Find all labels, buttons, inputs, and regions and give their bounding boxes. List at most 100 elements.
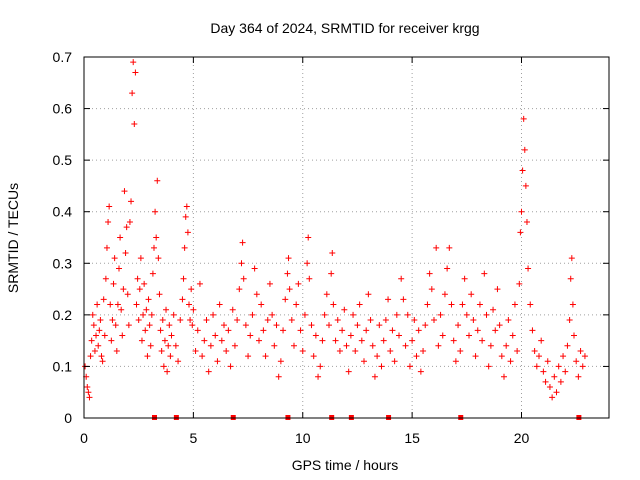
data-point [514, 347, 521, 354]
data-point [164, 368, 171, 375]
data-point [304, 260, 311, 267]
data-point [286, 286, 293, 293]
data-point [87, 353, 94, 360]
y-tick-label: 0.3 [53, 255, 73, 271]
data-point [190, 306, 197, 313]
data-point [85, 389, 92, 396]
data-point [247, 332, 254, 339]
data-point [132, 69, 139, 76]
data-point [350, 311, 357, 318]
data-point [97, 317, 104, 324]
data-point [371, 373, 378, 380]
data-point [315, 373, 322, 380]
data-point [409, 337, 416, 344]
data-point [212, 332, 219, 339]
data-point [387, 347, 394, 354]
data-point [157, 327, 164, 334]
data-point [189, 322, 196, 329]
data-point [277, 358, 284, 365]
data-point [284, 270, 291, 277]
y-tick-label: 0.6 [53, 101, 73, 117]
data-point [446, 244, 453, 251]
data-point [293, 301, 300, 308]
data-point [143, 306, 150, 313]
data-point [109, 317, 116, 324]
data-point [549, 394, 556, 401]
data-point [389, 327, 396, 334]
y-tick-label: 0.1 [53, 358, 73, 374]
data-point [135, 317, 142, 324]
data-point [352, 347, 359, 354]
data-point [253, 291, 260, 298]
data-point [365, 291, 372, 298]
data-point [567, 275, 574, 282]
data-point [239, 239, 246, 246]
data-point [163, 306, 170, 313]
data-point [186, 301, 192, 308]
data-point [374, 353, 381, 360]
data-point [459, 301, 466, 308]
data-point [476, 301, 483, 308]
x-tick-label: 5 [189, 430, 197, 446]
data-point [509, 332, 516, 339]
data-point [330, 301, 337, 308]
data-point [86, 394, 93, 401]
data-point [196, 280, 203, 287]
data-point [106, 203, 113, 210]
data-point [124, 291, 131, 298]
data-point [507, 358, 514, 365]
data-point [306, 275, 313, 282]
data-point [175, 358, 182, 365]
data-point [266, 280, 273, 287]
data-point [439, 332, 446, 339]
data-point [579, 363, 586, 370]
data-point [321, 311, 328, 318]
data-point [165, 342, 172, 349]
data-point [282, 296, 289, 303]
data-point [207, 342, 214, 349]
data-point [229, 306, 236, 313]
data-point [404, 311, 411, 318]
data-point [218, 337, 225, 344]
data-point [205, 368, 212, 375]
data-point [568, 255, 575, 262]
data-point [98, 353, 105, 360]
data-point [99, 358, 106, 365]
data-point [116, 265, 122, 272]
data-point [107, 301, 114, 308]
data-point [184, 229, 191, 236]
data-point [540, 368, 547, 375]
data-point [544, 358, 551, 365]
data-point [146, 322, 153, 329]
data-point [297, 327, 304, 334]
data-point [285, 255, 292, 262]
data-point [455, 322, 462, 329]
data-point [461, 275, 468, 282]
data-point [328, 270, 335, 277]
data-point [84, 384, 91, 391]
data-point [122, 249, 129, 256]
data-point [187, 317, 194, 324]
data-point [332, 337, 339, 344]
data-point [170, 311, 177, 318]
data-point [553, 389, 560, 396]
data-point [93, 332, 100, 339]
data-point [450, 337, 457, 344]
data-point [95, 342, 102, 349]
data-point [385, 296, 392, 303]
data-point [275, 373, 282, 380]
data-point [363, 327, 370, 334]
data-point [581, 353, 588, 360]
data-point [179, 296, 186, 303]
data-point [134, 275, 141, 282]
data-point [240, 275, 247, 282]
data-point [141, 280, 148, 287]
data-point [511, 301, 518, 308]
data-point [457, 347, 464, 354]
data-point [538, 337, 545, 344]
data-point [531, 347, 538, 354]
x-tick-label: 15 [404, 430, 420, 446]
data-point [518, 208, 525, 215]
data-point [180, 275, 187, 282]
data-point [422, 322, 429, 329]
